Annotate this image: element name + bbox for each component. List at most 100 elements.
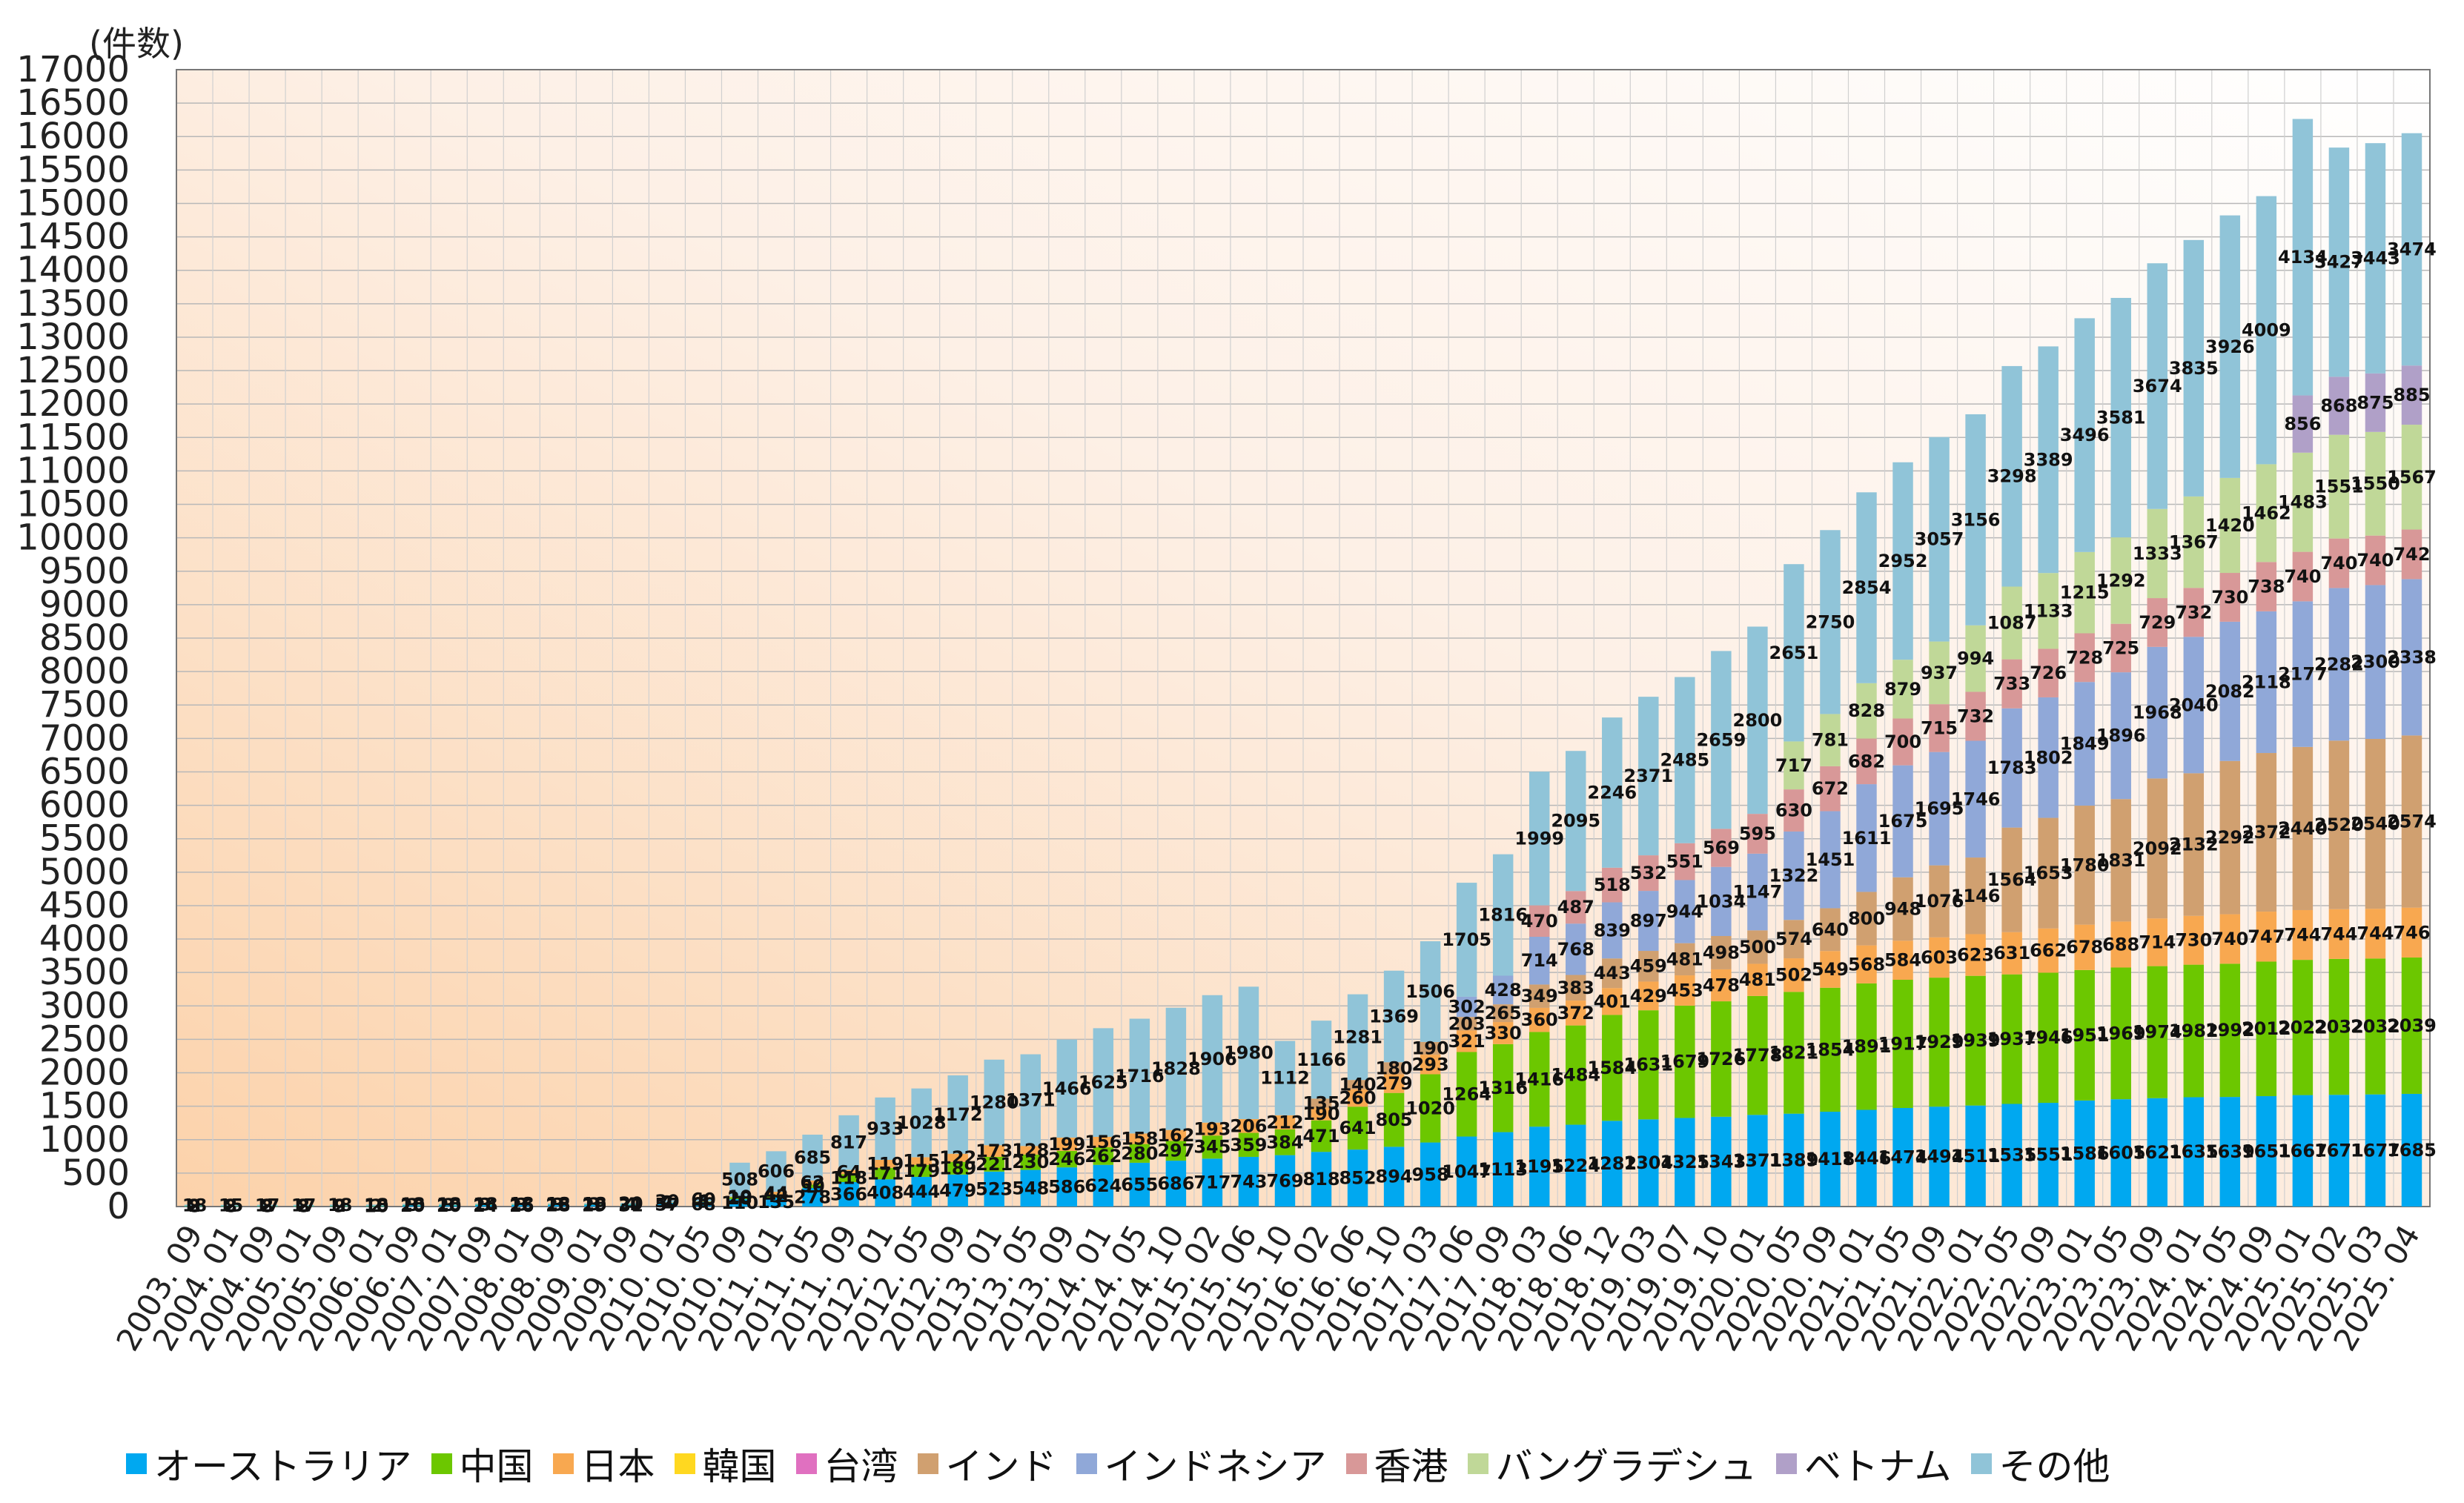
bar-segment <box>2001 932 2022 975</box>
data-label: 640 <box>1812 919 1849 940</box>
data-label: 2 <box>661 1192 674 1212</box>
bar-segment <box>1020 1146 1041 1155</box>
data-label: 502 <box>1775 965 1812 986</box>
bar-segment <box>1602 717 1623 868</box>
bar-segment <box>875 1167 895 1180</box>
bar-segment <box>2147 1098 2167 1207</box>
data-label: 584 <box>1884 950 1921 971</box>
data-label: 1982 <box>2169 1021 2219 1041</box>
data-label: 459 <box>1630 956 1667 977</box>
data-label: 1113 <box>1478 1159 1528 1180</box>
bar-segment <box>984 1171 1004 1207</box>
data-label: 2095 <box>1551 811 1600 832</box>
bar-segment <box>1311 1098 1332 1108</box>
data-label: 2 <box>188 1195 201 1216</box>
y-tick-label: 2500 <box>39 1018 130 1060</box>
bar-segment <box>1638 891 1659 952</box>
data-label: 2246 <box>1587 782 1637 803</box>
data-label: 383 <box>1557 978 1594 998</box>
bar-segment <box>802 1184 823 1188</box>
data-label: 2854 <box>1842 577 1892 598</box>
bar-segment <box>1383 970 1405 1063</box>
legend-swatch <box>126 1453 147 1474</box>
bar-segment <box>766 1192 786 1195</box>
data-label: 206 <box>1230 1115 1267 1136</box>
bar-segment <box>1892 1107 1913 1207</box>
bar-segment <box>1492 1132 1514 1207</box>
data-label: 595 <box>1739 823 1776 844</box>
bar-segment <box>1602 988 1623 1015</box>
data-label: 725 <box>2102 637 2139 658</box>
bar-segment <box>838 1181 859 1207</box>
data-label: 128 <box>1012 1140 1049 1161</box>
data-label: 2282 <box>2314 654 2364 674</box>
data-label: 444 <box>903 1181 940 1202</box>
bar-segment <box>1856 784 1877 892</box>
data-label: 769 <box>1266 1170 1303 1191</box>
bar-segment <box>1856 945 1877 983</box>
data-label: 24 <box>473 1195 497 1216</box>
legend-label: インドネシア <box>1104 1445 1327 1488</box>
data-label: 330 <box>1485 1023 1522 1044</box>
bar-segment <box>1056 1137 1078 1151</box>
bar-segment <box>293 1206 314 1207</box>
bar-segment <box>838 1169 859 1175</box>
bar-segment <box>911 1164 932 1177</box>
data-label: 885 <box>2393 385 2430 405</box>
bar-segment <box>2365 535 2386 585</box>
bar-segment <box>2256 753 2277 912</box>
bar-segment <box>1420 1142 1441 1207</box>
data-label: 360 <box>1521 1009 1558 1030</box>
bar-segment <box>1747 963 1768 996</box>
bar-segment <box>2219 477 2241 574</box>
bar-segment <box>2074 318 2095 552</box>
bar-segment <box>2183 1097 2205 1207</box>
bar-segment <box>1492 854 1514 976</box>
legend-item: その他 <box>1970 1437 2110 1490</box>
legend-swatch <box>552 1453 574 1474</box>
bar-segment <box>1711 866 1732 936</box>
y-tick-label: 16500 <box>16 82 130 124</box>
data-label: 523 <box>976 1178 1013 1199</box>
data-label: 2300 <box>2351 651 2400 672</box>
bar-segment <box>2074 1100 2095 1207</box>
data-label: 688 <box>2102 934 2139 955</box>
legend-label: 韓国 <box>702 1445 777 1488</box>
data-label: 1550 <box>2351 474 2400 494</box>
data-label: 44 <box>764 1183 788 1204</box>
bar-segment <box>2401 133 2422 366</box>
data-label: 3 <box>552 1194 564 1215</box>
bar-segment <box>1602 958 1623 989</box>
data-label: 1369 <box>1369 1006 1419 1027</box>
data-label: 744 <box>2357 923 2394 944</box>
data-label: 68 <box>691 1194 715 1215</box>
data-label: 686 <box>1157 1173 1194 1194</box>
y-tick-label: 16000 <box>16 116 130 157</box>
bar-segment <box>729 1199 750 1207</box>
y-tick-label: 1000 <box>39 1119 130 1161</box>
bar-segment <box>984 1145 1004 1157</box>
data-label: 1716 <box>1115 1066 1165 1086</box>
bar-segment <box>1638 697 1659 856</box>
data-label: 551 <box>1666 852 1703 872</box>
data-label: 630 <box>1775 800 1812 821</box>
data-label: 28 <box>727 1188 752 1209</box>
y-tick-label: 13500 <box>16 283 130 325</box>
data-label: 1969 <box>2096 1023 2146 1044</box>
bar-segment <box>1820 951 1841 988</box>
data-label: 2485 <box>1660 750 1709 771</box>
bar-segment <box>802 1187 823 1207</box>
bar-segment <box>402 1204 423 1206</box>
bar-segment <box>838 1115 859 1170</box>
legend-swatch <box>795 1453 817 1474</box>
data-label: 839 <box>1594 920 1631 940</box>
bar-segment <box>293 1204 314 1207</box>
bar-segment <box>2183 239 2205 497</box>
data-label: 1639 <box>2205 1141 2255 1162</box>
data-label: 20 <box>618 1193 643 1214</box>
data-label: 8 <box>188 1196 201 1217</box>
data-label: 260 <box>1339 1088 1376 1109</box>
bar-segment <box>1711 1001 1732 1117</box>
bar-segment <box>1311 1021 1332 1099</box>
